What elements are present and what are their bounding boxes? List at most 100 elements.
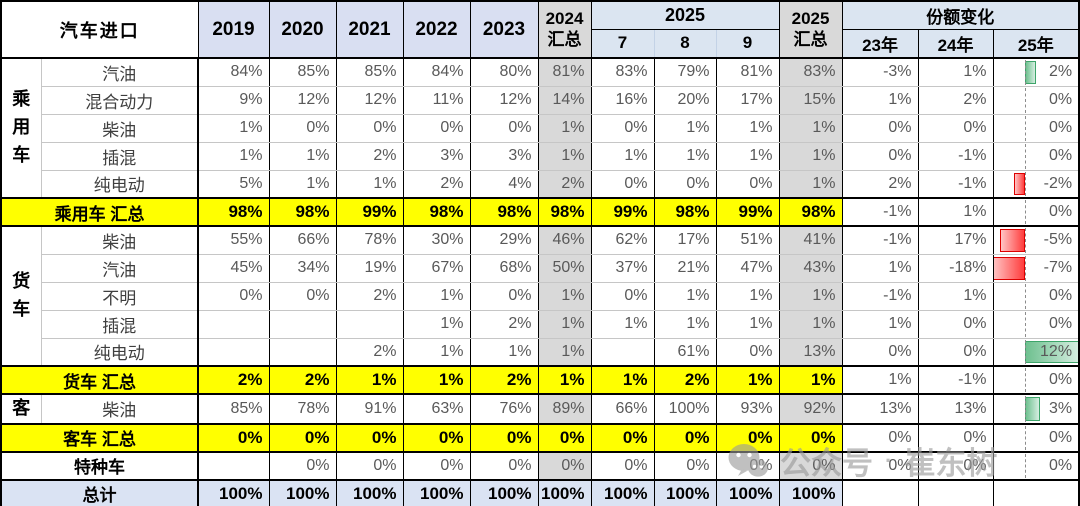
value-cell[interactable]: 1%: [778, 281, 843, 311]
value-cell[interactable]: 0%: [469, 451, 539, 481]
value-cell[interactable]: 13%: [778, 337, 843, 367]
col-header-2019[interactable]: 2019: [197, 0, 270, 59]
value-cell[interactable]: 0%: [537, 422, 592, 453]
value-cell[interactable]: 1%: [778, 169, 843, 199]
value-cell[interactable]: 1%: [197, 113, 270, 143]
value-cell[interactable]: 46%: [537, 225, 592, 255]
value-cell[interactable]: 1%: [715, 281, 780, 311]
value-cell[interactable]: 84%: [402, 57, 471, 87]
value-cell[interactable]: 1%: [402, 365, 471, 395]
value-cell[interactable]: 30%: [402, 225, 471, 255]
value-cell[interactable]: 1%: [653, 113, 717, 143]
value-cell[interactable]: 98%: [402, 197, 471, 227]
value-cell[interactable]: 1%: [268, 141, 337, 171]
col-header-2020[interactable]: 2020: [268, 0, 337, 59]
col-header-2023[interactable]: 2023: [469, 0, 539, 59]
col-header-2025-sum[interactable]: 2025 汇总: [778, 0, 843, 59]
value-cell[interactable]: [917, 478, 994, 506]
value-cell[interactable]: 1%: [715, 309, 780, 339]
value-cell[interactable]: 1%: [778, 365, 843, 395]
value-cell[interactable]: 29%: [469, 225, 539, 255]
value-cell[interactable]: [197, 451, 270, 481]
value-cell[interactable]: 1%: [537, 113, 592, 143]
col-group-2025[interactable]: 2025: [590, 0, 780, 30]
value-cell[interactable]: 93%: [715, 393, 780, 425]
value-cell[interactable]: 61%: [653, 337, 717, 367]
value-cell[interactable]: [268, 309, 337, 339]
value-cell[interactable]: 79%: [653, 57, 717, 87]
value-cell[interactable]: 0%: [992, 85, 1080, 115]
vehicle-group-cell[interactable]: 乘 用 车: [0, 57, 42, 199]
value-cell[interactable]: 4%: [469, 169, 539, 199]
value-cell[interactable]: -7%: [992, 253, 1080, 283]
value-cell[interactable]: 0%: [992, 197, 1080, 227]
value-cell[interactable]: 0%: [992, 309, 1080, 339]
value-cell[interactable]: 0%: [335, 422, 404, 453]
value-cell[interactable]: 81%: [537, 57, 592, 87]
value-cell[interactable]: 100%: [197, 478, 270, 506]
value-cell[interactable]: 55%: [197, 225, 270, 255]
row-label-cell[interactable]: 汽油: [40, 253, 199, 283]
value-cell[interactable]: 66%: [268, 225, 337, 255]
value-cell[interactable]: 0%: [917, 309, 994, 339]
value-cell[interactable]: 1%: [778, 113, 843, 143]
value-cell[interactable]: 1%: [402, 337, 471, 367]
value-cell[interactable]: 12%: [469, 85, 539, 115]
value-cell[interactable]: [197, 337, 270, 367]
row-label-cell[interactable]: 柴油: [40, 225, 199, 255]
value-cell[interactable]: 2%: [841, 169, 919, 199]
value-cell[interactable]: 0%: [537, 451, 592, 481]
value-cell[interactable]: 0%: [653, 169, 717, 199]
value-cell[interactable]: 100%: [653, 393, 717, 425]
value-cell[interactable]: 17%: [653, 225, 717, 255]
value-cell[interactable]: 1%: [268, 169, 337, 199]
value-cell[interactable]: 99%: [335, 197, 404, 227]
value-cell[interactable]: 63%: [402, 393, 471, 425]
value-cell[interactable]: 0%: [469, 422, 539, 453]
col-header-share-25[interactable]: 25年: [992, 28, 1080, 59]
value-cell[interactable]: 47%: [715, 253, 780, 283]
value-cell[interactable]: 1%: [778, 141, 843, 171]
value-cell[interactable]: 0%: [992, 365, 1080, 395]
value-cell[interactable]: 0%: [841, 451, 919, 481]
value-cell[interactable]: 1%: [917, 281, 994, 311]
col-header-month-7[interactable]: 7: [590, 28, 655, 59]
value-cell[interactable]: 9%: [197, 85, 270, 115]
value-cell[interactable]: 2%: [469, 309, 539, 339]
value-cell[interactable]: 1%: [715, 113, 780, 143]
value-cell[interactable]: 0%: [197, 422, 270, 453]
value-cell[interactable]: 0%: [469, 281, 539, 311]
value-cell[interactable]: 0%: [590, 113, 655, 143]
value-cell[interactable]: 51%: [715, 225, 780, 255]
value-cell[interactable]: 1%: [715, 365, 780, 395]
value-cell[interactable]: 0%: [778, 422, 843, 453]
value-cell[interactable]: 0%: [715, 337, 780, 367]
value-cell[interactable]: 17%: [715, 85, 780, 115]
value-cell[interactable]: 17%: [917, 225, 994, 255]
value-cell[interactable]: 0%: [778, 451, 843, 481]
value-cell[interactable]: 0%: [268, 451, 337, 481]
value-cell[interactable]: 2%: [992, 57, 1080, 87]
row-label-cell[interactable]: 柴油: [40, 113, 199, 143]
value-cell[interactable]: [590, 337, 655, 367]
value-cell[interactable]: -1%: [841, 225, 919, 255]
value-cell[interactable]: 99%: [715, 197, 780, 227]
value-cell[interactable]: 12%: [992, 337, 1080, 367]
value-cell[interactable]: 0%: [402, 113, 471, 143]
value-cell[interactable]: 0%: [590, 169, 655, 199]
row-label-cell[interactable]: 乘用车 汇总: [0, 197, 199, 227]
value-cell[interactable]: 13%: [841, 393, 919, 425]
value-cell[interactable]: [992, 478, 1080, 506]
value-cell[interactable]: 0%: [402, 451, 471, 481]
value-cell[interactable]: 1%: [469, 337, 539, 367]
value-cell[interactable]: 99%: [590, 197, 655, 227]
value-cell[interactable]: 85%: [335, 57, 404, 87]
value-cell[interactable]: 0%: [917, 451, 994, 481]
value-cell[interactable]: [197, 309, 270, 339]
value-cell[interactable]: 1%: [537, 337, 592, 367]
value-cell[interactable]: 1%: [653, 141, 717, 171]
value-cell[interactable]: 1%: [841, 253, 919, 283]
value-cell[interactable]: 2%: [537, 169, 592, 199]
value-cell[interactable]: 83%: [778, 57, 843, 87]
value-cell[interactable]: 0%: [841, 113, 919, 143]
